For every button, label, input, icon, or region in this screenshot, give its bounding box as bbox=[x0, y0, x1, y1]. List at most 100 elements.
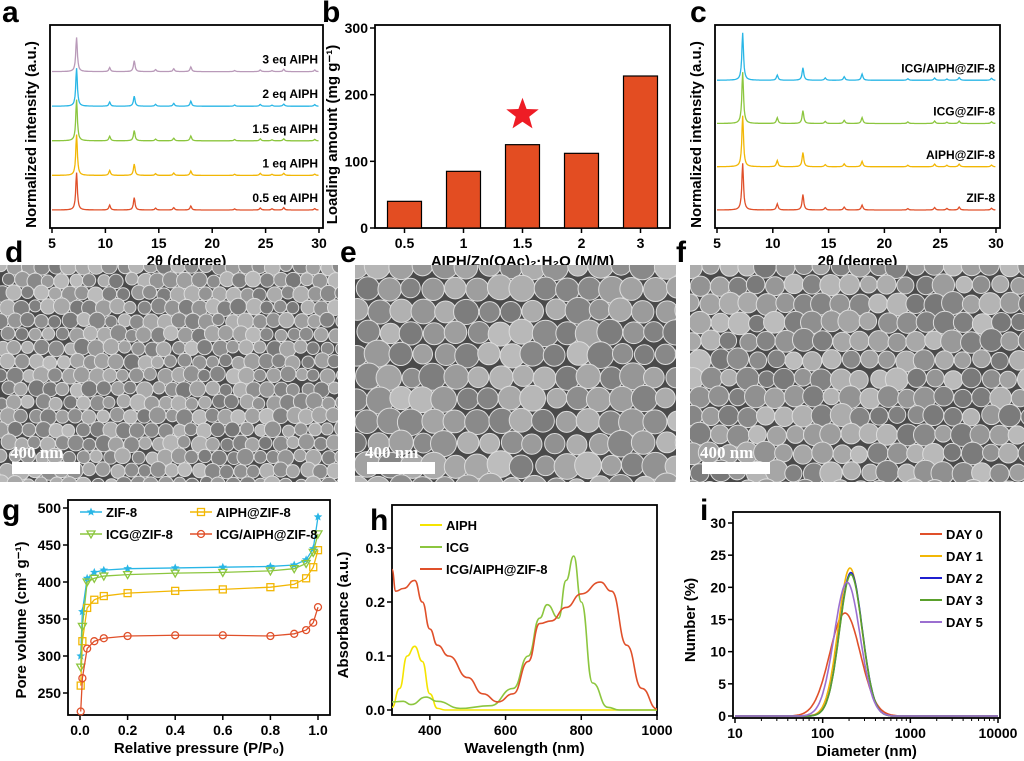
particle bbox=[952, 311, 975, 333]
particle bbox=[634, 475, 656, 482]
particle bbox=[131, 341, 146, 356]
particle bbox=[690, 275, 712, 297]
particle bbox=[979, 328, 1004, 352]
particle bbox=[522, 474, 547, 482]
particle bbox=[237, 366, 256, 385]
particle bbox=[443, 320, 468, 345]
data-point bbox=[76, 681, 85, 690]
data-point bbox=[77, 622, 88, 632]
particle bbox=[566, 434, 588, 456]
data-point bbox=[82, 573, 92, 582]
particle bbox=[710, 424, 730, 445]
particle bbox=[608, 385, 636, 413]
data-point bbox=[196, 507, 206, 517]
data-point bbox=[313, 512, 323, 521]
particle bbox=[744, 384, 768, 409]
particle bbox=[205, 436, 220, 452]
particle bbox=[218, 353, 233, 368]
particle bbox=[786, 425, 805, 444]
particle bbox=[588, 298, 611, 321]
particle bbox=[177, 435, 191, 449]
legend-label: ICG/AIPH@ZIF-8 bbox=[446, 562, 548, 577]
particle bbox=[334, 450, 338, 464]
x-tick-label: 0.6 bbox=[213, 722, 233, 738]
particle bbox=[182, 365, 201, 383]
x-tick-label: 10 bbox=[765, 235, 781, 251]
particle bbox=[953, 351, 972, 370]
scale-bar bbox=[702, 462, 770, 474]
x-tick-label: 0.8 bbox=[261, 722, 281, 738]
particle bbox=[833, 479, 848, 482]
particle bbox=[755, 406, 776, 426]
particle bbox=[737, 406, 759, 429]
particle bbox=[674, 304, 676, 317]
plot-frame bbox=[714, 24, 1001, 229]
panel-letter: c bbox=[690, 0, 707, 29]
particle bbox=[628, 265, 656, 281]
series-label: 3 eq AIPH bbox=[262, 53, 318, 67]
particle bbox=[143, 422, 160, 438]
particle bbox=[69, 352, 86, 369]
particle bbox=[184, 265, 199, 274]
particle bbox=[355, 276, 380, 301]
particle bbox=[102, 367, 118, 383]
legend-label: DAY 3 bbox=[946, 593, 983, 608]
particle bbox=[286, 435, 300, 449]
particle bbox=[49, 476, 65, 482]
particle bbox=[263, 420, 282, 438]
series-line bbox=[717, 163, 996, 211]
particle bbox=[258, 381, 276, 398]
particle bbox=[653, 472, 676, 482]
panel-letter: d bbox=[5, 236, 23, 269]
x-tick-label: 15 bbox=[821, 235, 837, 251]
particle bbox=[981, 369, 1002, 389]
particle bbox=[114, 447, 131, 465]
particle bbox=[198, 286, 213, 302]
y-tick-label: 30 bbox=[710, 515, 726, 531]
particle bbox=[464, 409, 491, 436]
particle bbox=[720, 368, 739, 387]
particle bbox=[737, 291, 760, 314]
particle bbox=[253, 450, 268, 464]
particle bbox=[421, 277, 445, 302]
series-line bbox=[391, 555, 657, 711]
particle bbox=[142, 284, 158, 300]
scale-bar bbox=[12, 462, 80, 474]
particle bbox=[796, 478, 814, 482]
x-tick-label: 800 bbox=[570, 722, 594, 738]
particle bbox=[225, 339, 240, 354]
particle bbox=[219, 464, 234, 480]
series-label: ICG/AIPH@ZIF-8 bbox=[901, 61, 995, 75]
particle bbox=[254, 477, 268, 482]
particle bbox=[653, 265, 676, 280]
x-tick-label: 2 bbox=[578, 235, 586, 251]
particle bbox=[239, 476, 256, 482]
particle bbox=[34, 476, 48, 482]
particle bbox=[721, 483, 738, 500]
particle bbox=[960, 367, 982, 389]
particle bbox=[14, 327, 29, 341]
particle bbox=[633, 344, 655, 366]
bar bbox=[445, 170, 482, 229]
particle bbox=[164, 463, 179, 478]
y-tick-label: 0.1 bbox=[366, 648, 386, 664]
particle bbox=[907, 265, 926, 276]
particle bbox=[127, 265, 145, 275]
particle bbox=[630, 430, 656, 455]
x-tick-label: 30 bbox=[311, 235, 327, 251]
particle bbox=[109, 406, 126, 423]
particle bbox=[477, 472, 504, 482]
particle bbox=[849, 445, 868, 464]
y-tick-label: 0 bbox=[718, 708, 726, 724]
particle bbox=[906, 478, 923, 482]
particle bbox=[1018, 294, 1024, 314]
x-tick-label: 0.4 bbox=[165, 722, 185, 738]
particle bbox=[998, 370, 1017, 389]
particle bbox=[727, 311, 752, 336]
particle bbox=[666, 410, 676, 432]
particle bbox=[933, 385, 955, 407]
particle bbox=[123, 409, 139, 425]
particle bbox=[55, 381, 70, 397]
data-point bbox=[89, 574, 100, 584]
panel-letter: a bbox=[2, 0, 19, 29]
